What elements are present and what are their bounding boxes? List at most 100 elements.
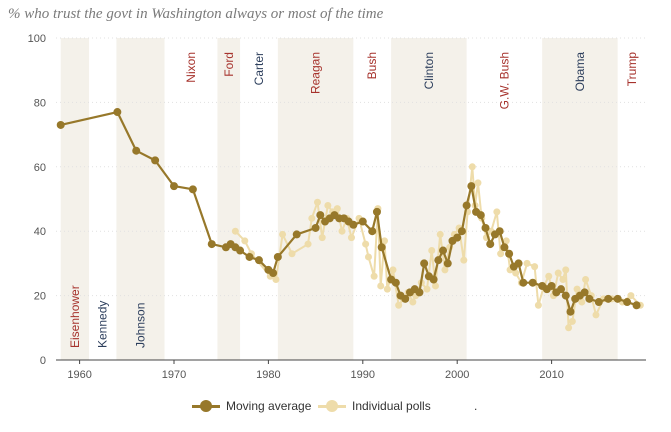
x-tick-label-1970: 1970 (162, 369, 186, 381)
individual-poll-point (573, 285, 581, 293)
individual-poll-point (395, 301, 403, 309)
individual-poll-point (231, 227, 239, 235)
x-tick-label-1990: 1990 (351, 369, 375, 381)
moving-average-point (132, 146, 141, 155)
individual-poll-point (460, 256, 468, 264)
moving-average-point (632, 301, 641, 310)
presidency-bands (60, 38, 618, 360)
moving-average-point (401, 294, 410, 303)
moving-average-point (623, 298, 632, 307)
band-johnson (116, 38, 165, 360)
moving-average-series (56, 108, 641, 316)
individual-poll-point (313, 198, 321, 206)
moving-average-point (514, 259, 523, 268)
president-label-eisenhower: Eisenhower (68, 285, 82, 348)
individual-poll-point (578, 298, 586, 306)
y-tick-label-100: 100 (28, 33, 46, 45)
legend: Moving average Individual polls . (0, 399, 671, 419)
individual-poll-point (423, 285, 431, 293)
moving-average-point (443, 259, 452, 268)
moving-average-point (316, 211, 325, 220)
individual-poll-point (370, 272, 378, 280)
moving-average-point (613, 294, 622, 303)
individual-poll-point (441, 266, 449, 274)
president-label-trump: Trump (625, 52, 639, 87)
moving-average-point (56, 120, 65, 129)
individual-poll-point (582, 276, 590, 283)
moving-average-swatch (192, 399, 220, 413)
moving-average-point (420, 259, 429, 268)
moving-average-point (462, 201, 471, 210)
individual-poll-point (431, 282, 439, 290)
moving-average-point (519, 278, 528, 287)
moving-average-point (188, 185, 197, 194)
legend-trailing-mark: . (474, 399, 478, 413)
individual-poll-point (568, 317, 576, 325)
legend-label-moving-average: Moving average (226, 399, 312, 413)
x-tick-label-1980: 1980 (256, 369, 280, 381)
moving-average-point (467, 182, 476, 191)
moving-average-point (151, 156, 160, 165)
individual-poll-point (493, 208, 501, 216)
individual-poll-point (627, 292, 635, 300)
legend-item-individual-polls: Individual polls (318, 399, 431, 413)
band-obama (542, 38, 618, 360)
individual-poll-point (523, 259, 531, 267)
individual-poll-point (288, 250, 296, 258)
individual-poll-point (362, 240, 370, 248)
individual-poll-point (304, 240, 312, 248)
chart-title: % who trust the govt in Washington alway… (8, 6, 384, 22)
moving-average-point (429, 275, 438, 284)
individual-poll-point (324, 201, 332, 209)
moving-average-point (207, 240, 216, 249)
individual-poll-point (428, 247, 436, 255)
band-clinton (391, 38, 467, 360)
moving-average-point (486, 240, 495, 249)
president-label-nixon: Nixon (184, 52, 198, 83)
moving-average-point (368, 227, 377, 236)
individual-poll-point (534, 301, 542, 309)
moving-average-point (481, 223, 490, 232)
individual-poll-point (272, 276, 280, 283)
moving-average-point (358, 217, 367, 226)
individual-poll-point (502, 237, 510, 245)
president-label-ford: Ford (222, 52, 236, 77)
moving-average-point (453, 233, 462, 242)
individual-poll-point (333, 205, 341, 213)
individual-poll-point (512, 269, 520, 277)
moving-average-point (528, 278, 537, 287)
y-tick-label-0: 0 (40, 355, 46, 367)
x-tick-label-2000: 2000 (445, 369, 469, 381)
president-label-carter: Carter (252, 52, 266, 85)
moving-average-point (273, 252, 282, 261)
moving-average-point (311, 223, 320, 232)
president-label-bush: Bush (365, 52, 379, 79)
presidency-labels: Eisenhower Kennedy Johnson Nixon Ford Carter R… (68, 52, 639, 348)
moving-average-point (113, 108, 122, 117)
moving-average-point (566, 307, 575, 316)
individual-poll-point (545, 272, 553, 280)
president-label-kennedy: Kennedy (96, 301, 110, 348)
moving-average-point (415, 288, 424, 297)
moving-average-point (434, 256, 443, 265)
individual-poll-point (436, 230, 444, 238)
president-label-reagan: Reagan (309, 52, 323, 94)
band-eisenhower (60, 38, 90, 360)
moving-average-point (254, 256, 263, 265)
moving-average-point (349, 220, 358, 229)
moving-average-point (505, 249, 514, 258)
moving-average-point (457, 227, 466, 236)
individual-poll-point (318, 234, 326, 242)
individual-poll-point (474, 179, 482, 187)
individual-poll-point (383, 285, 391, 293)
individual-poll-point (554, 269, 562, 277)
band-reagan (277, 38, 354, 360)
x-tick-label-2010: 2010 (539, 369, 563, 381)
moving-average-point (557, 285, 566, 294)
moving-average-point (561, 291, 570, 300)
individual-poll-point (497, 250, 505, 258)
moving-average-point (377, 243, 386, 252)
individual-poll-point (241, 237, 249, 245)
individual-poll-point (409, 298, 417, 306)
moving-average-point (236, 246, 245, 255)
